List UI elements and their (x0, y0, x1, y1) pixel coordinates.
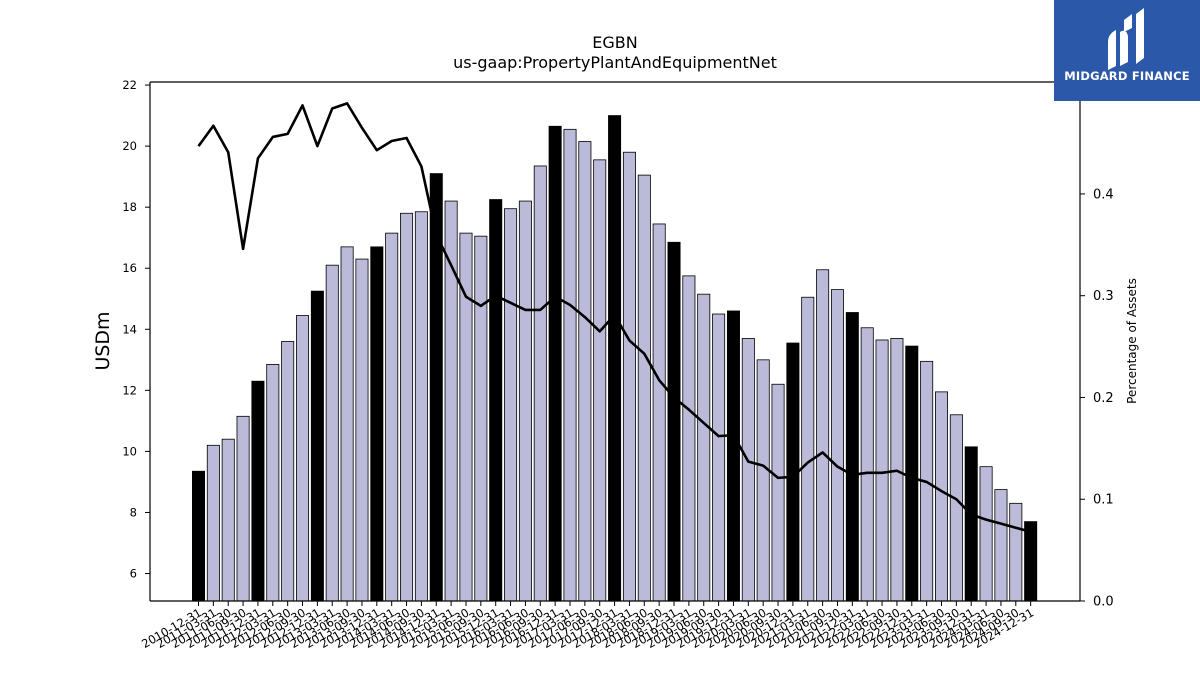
midgard-logo-icon (1108, 8, 1144, 70)
logo-text: MIDGARD FINANCE (1064, 69, 1190, 83)
bar-2024-12-31 (1024, 521, 1038, 602)
bar-2019-09-30 (712, 313, 726, 602)
bar-2018-06-30 (637, 174, 651, 602)
midgard-finance-logo: MIDGARD FINANCE (1054, 0, 1200, 101)
bar-2010-12-31 (191, 470, 205, 602)
bar-2023-12-31 (964, 446, 978, 602)
bar-2024-09-30 (1009, 502, 1023, 602)
bar-2013-03-31 (325, 264, 339, 602)
bar-2019-06-30 (697, 293, 711, 602)
bar-2022-12-31 (905, 345, 919, 602)
bar-2021-12-31 (845, 312, 859, 602)
bar-2016-12-31 (548, 125, 562, 602)
bar-2022-06-30 (875, 339, 889, 602)
bar-2024-06-30 (994, 489, 1008, 602)
bar-2013-09-30 (355, 258, 369, 602)
bar-2014-03-31 (385, 232, 399, 602)
line-layer (197, 102, 1032, 534)
y-tick-label: 16 (122, 261, 137, 275)
bar-2024-03-31 (979, 466, 993, 602)
y-tick-label: 8 (130, 505, 137, 519)
bar-2014-12-31 (429, 173, 443, 602)
bar-2016-06-30 (518, 200, 532, 602)
y-tick-label: 14 (122, 322, 137, 336)
y-tick-label: 12 (122, 383, 137, 397)
bar-2022-03-31 (860, 327, 874, 602)
chart-subtitle: us-gaap:PropertyPlantAndEquipmentNet (453, 53, 777, 72)
percentage-of-assets-line (197, 102, 1032, 534)
y2-tick-label: 0.2 (1093, 391, 1114, 406)
bar-2017-03-31 (563, 128, 577, 602)
bar-2023-09-30 (949, 414, 963, 602)
bar-2019-12-31 (726, 310, 740, 602)
bar-2021-09-30 (830, 289, 844, 602)
bar-2021-06-30 (816, 269, 830, 602)
bar-2020-06-30 (756, 359, 770, 602)
bars-layer (191, 115, 1038, 602)
bar-2012-06-30 (281, 341, 295, 602)
bar-2012-12-31 (310, 290, 324, 602)
y-tick-label: 10 (122, 444, 137, 458)
axes-layer: 68101214161820220.00.10.20.30.42010-12-3… (122, 78, 1113, 651)
bar-2018-09-30 (652, 223, 666, 602)
bar-2016-03-31 (504, 208, 518, 602)
bar-2011-03-31 (206, 444, 220, 602)
bar-2015-12-31 (489, 199, 503, 602)
y2-tick-label: 0.4 (1093, 187, 1114, 202)
y-tick-label: 6 (130, 567, 137, 581)
bar-2011-12-31 (251, 380, 265, 602)
bar-2018-12-31 (667, 241, 681, 602)
bar-2020-09-30 (771, 383, 785, 602)
bar-2015-09-30 (474, 235, 488, 602)
y-tick-label: 22 (122, 78, 137, 92)
bar-2017-12-31 (608, 115, 622, 602)
bar-2011-09-30 (236, 415, 250, 602)
y-tick-label: 18 (122, 200, 137, 214)
bar-2014-06-30 (400, 212, 414, 602)
bar-2020-03-31 (741, 338, 755, 602)
bar-2017-09-30 (593, 159, 607, 602)
bar-2021-03-31 (801, 296, 815, 602)
y2-tick-label: 0.3 (1093, 289, 1114, 304)
bar-2015-03-31 (444, 200, 458, 602)
chart-title: EGBN (592, 33, 637, 52)
bar-2018-03-31 (622, 151, 636, 602)
y-axis-label: USDm (92, 311, 114, 370)
bar-2011-06-30 (221, 438, 235, 602)
y2-axis-label: Percentage of Assets (1125, 278, 1139, 404)
bar-2014-09-30 (414, 211, 428, 602)
y2-tick-label: 0.1 (1093, 493, 1114, 508)
bar-2012-09-30 (296, 315, 310, 602)
y2-tick-label: 0.0 (1093, 595, 1114, 610)
bar-2019-03-31 (682, 275, 696, 602)
bar-2016-09-30 (533, 165, 547, 602)
bar-2013-06-30 (340, 246, 354, 602)
bar-2017-06-30 (578, 141, 592, 602)
y-tick-label: 20 (122, 139, 137, 153)
bar-2012-03-31 (266, 363, 280, 602)
bar-2013-12-31 (370, 246, 384, 602)
bar-2023-06-30 (935, 391, 949, 602)
